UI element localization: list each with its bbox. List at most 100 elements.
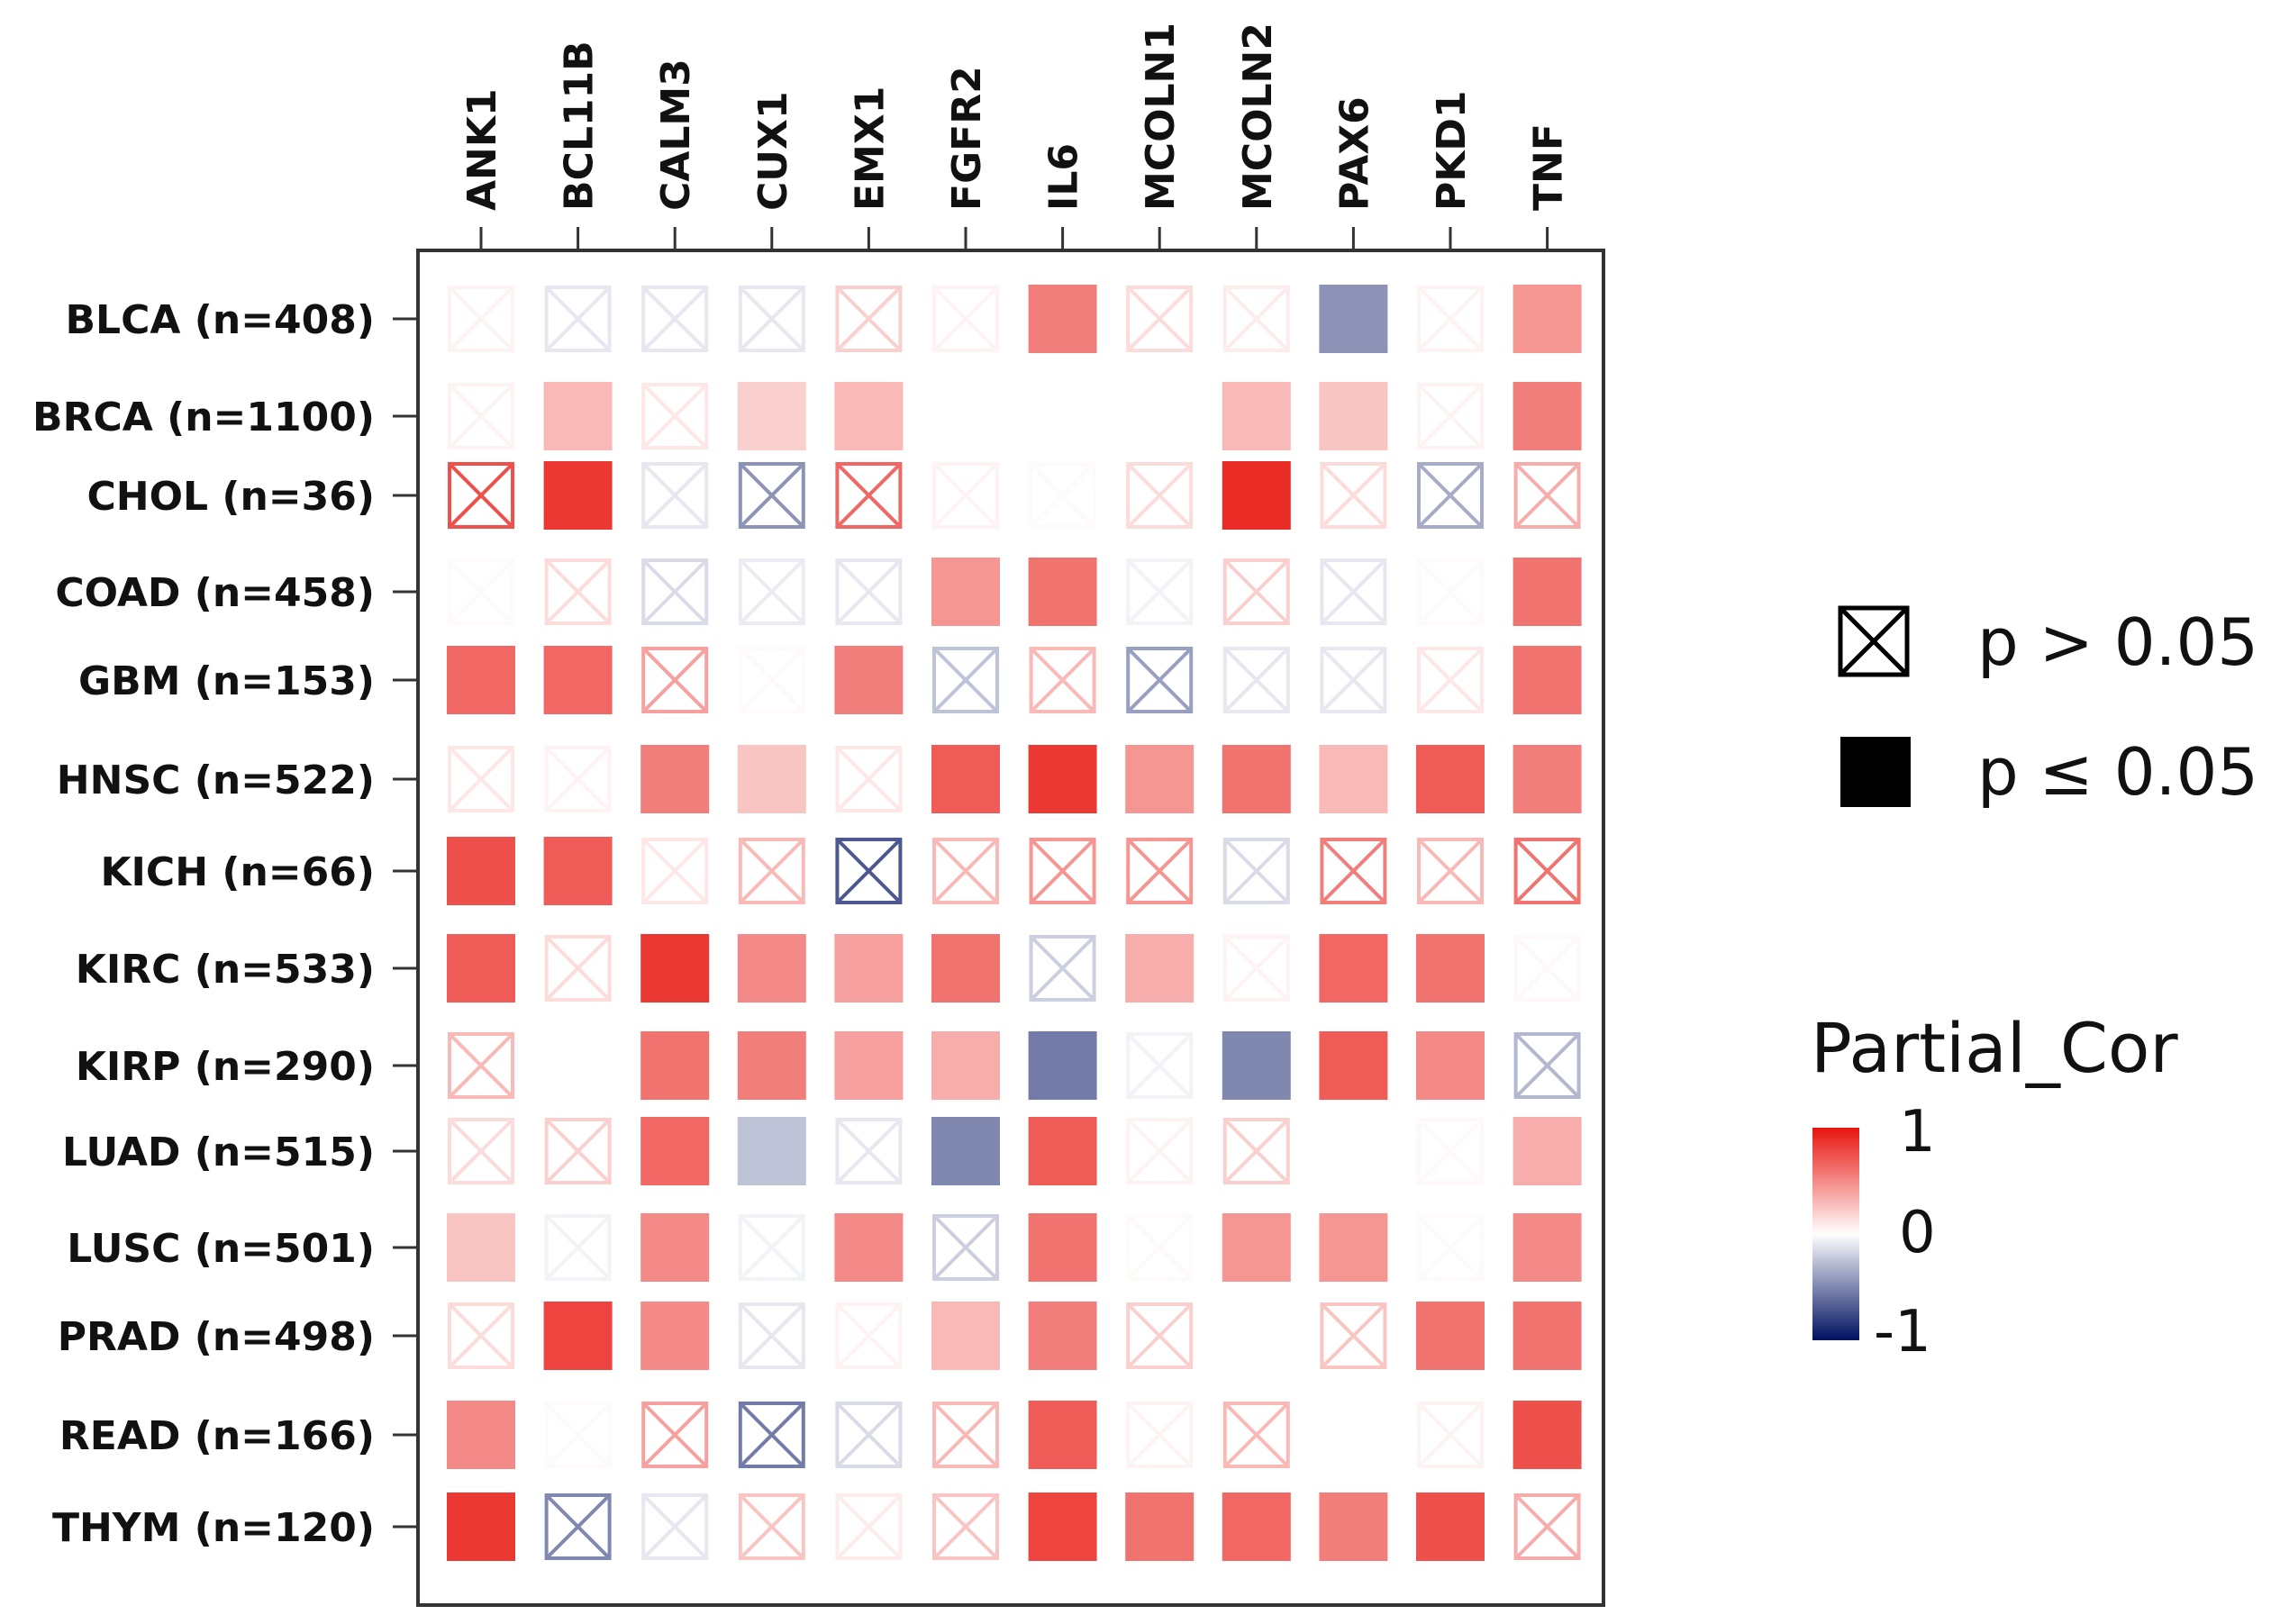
heatmap-cell bbox=[834, 646, 904, 714]
column-label: FGFR2 bbox=[944, 66, 990, 211]
heatmap-cell-ns bbox=[1222, 1402, 1290, 1468]
heatmap-cell bbox=[1028, 1302, 1097, 1370]
heatmap-cell bbox=[543, 646, 613, 714]
row-label: BRCA (n=1100) bbox=[32, 395, 375, 440]
heatmap-cell bbox=[1319, 1031, 1388, 1100]
heatmap-cell bbox=[1125, 745, 1195, 813]
column-label: CALM3 bbox=[653, 59, 699, 211]
heatmap-cell-ns bbox=[544, 1214, 612, 1281]
heatmap-cell-ns bbox=[1320, 647, 1387, 713]
heatmap-cell bbox=[834, 934, 904, 1003]
heatmap-cell-ns bbox=[1126, 558, 1194, 625]
heatmap-cell-ns bbox=[641, 647, 709, 713]
heatmap-cell-ns bbox=[1029, 647, 1096, 713]
heatmap-cell-ns bbox=[835, 1493, 903, 1560]
heatmap-cell-ns bbox=[448, 1118, 514, 1184]
heatmap-cell-ns bbox=[1513, 1493, 1581, 1560]
heatmap-cell-ns bbox=[738, 286, 805, 352]
heatmap-cell-ns bbox=[932, 1402, 999, 1468]
ns-legend-key bbox=[1838, 605, 1910, 677]
heatmap-cell bbox=[1125, 1492, 1195, 1561]
heatmap-cell-ns bbox=[1029, 838, 1096, 904]
heatmap-cell-ns bbox=[738, 1402, 805, 1468]
heatmap-cell-ns bbox=[738, 1302, 805, 1369]
heatmap-cell bbox=[931, 745, 1000, 813]
color-scale-title: Partial_Cor bbox=[1811, 1008, 2178, 1088]
heatmap-cell-ns bbox=[1126, 647, 1194, 713]
heatmap-cell-ns bbox=[448, 462, 514, 529]
heatmap-cell bbox=[1319, 285, 1388, 353]
column-label: MCOLN1 bbox=[1138, 23, 1184, 211]
heatmap-cell-ns bbox=[1222, 1118, 1290, 1184]
heatmap-cell-ns bbox=[835, 1118, 903, 1184]
column-label: CUX1 bbox=[750, 91, 796, 211]
heatmap-cell bbox=[640, 1031, 710, 1100]
row-label: PRAD (n=498) bbox=[58, 1314, 375, 1360]
heatmap-cell bbox=[834, 382, 904, 450]
heatmap-cell-ns bbox=[544, 558, 612, 625]
heatmap-cell bbox=[1512, 646, 1582, 714]
heatmap-cell-ns bbox=[641, 1493, 709, 1560]
heatmap-cell-ns bbox=[1029, 462, 1096, 529]
heatmap-cell bbox=[931, 1302, 1000, 1370]
row-label: BLCA (n=408) bbox=[66, 297, 376, 343]
heatmap-cell-ns bbox=[641, 383, 709, 449]
heatmap-cell bbox=[447, 1213, 515, 1282]
heatmap-cell bbox=[1028, 1492, 1097, 1561]
heatmap-cell bbox=[1319, 1401, 1388, 1469]
heatmap-cell-ns bbox=[1417, 558, 1484, 625]
heatmap-cell bbox=[1512, 1302, 1582, 1370]
heatmap-cell-ns bbox=[1513, 462, 1581, 529]
heatmap-cell-ns bbox=[544, 1118, 612, 1184]
heatmap-cell-ns bbox=[932, 1214, 999, 1281]
column-label: MCOLN2 bbox=[1235, 23, 1281, 211]
heatmap-cell-ns bbox=[738, 462, 805, 529]
heatmap-cell-ns bbox=[544, 286, 612, 352]
heatmap-cell bbox=[543, 1031, 613, 1100]
heatmap-cell bbox=[1222, 1031, 1291, 1100]
heatmap-cell-ns bbox=[1222, 286, 1290, 352]
heatmap-cell-ns bbox=[1320, 1302, 1387, 1369]
heatmap-cell-ns bbox=[932, 1493, 999, 1560]
heatmap-cell bbox=[640, 1302, 710, 1370]
row-label: READ (n=166) bbox=[59, 1413, 375, 1459]
heatmap-cell bbox=[1512, 1213, 1582, 1282]
heatmap-cell-ns bbox=[1126, 1402, 1194, 1468]
heatmap-cell bbox=[1222, 461, 1291, 530]
heatmap-cell bbox=[1222, 382, 1291, 450]
heatmap-cell bbox=[1416, 745, 1485, 813]
heatmap-cell bbox=[1416, 1492, 1485, 1561]
heatmap-cell-ns bbox=[448, 286, 514, 352]
row-label: CHOL (n=36) bbox=[86, 474, 375, 520]
heatmap-cell bbox=[1319, 1492, 1388, 1561]
row-label: GBM (n=153) bbox=[78, 658, 375, 704]
heatmap-cell-ns bbox=[835, 462, 903, 529]
heatmap-cells bbox=[447, 285, 1582, 1561]
heatmap-cell bbox=[1319, 382, 1388, 450]
heatmap-cell bbox=[1512, 285, 1582, 353]
sig-legend-key bbox=[1840, 737, 1911, 807]
heatmap-cell-ns bbox=[738, 1493, 805, 1560]
heatmap-cell-ns bbox=[1222, 647, 1290, 713]
heatmap-cell-ns bbox=[1417, 647, 1484, 713]
heatmap-cell-ns bbox=[1417, 1214, 1484, 1281]
column-label: BCL11B bbox=[557, 41, 603, 211]
heatmap-cell-ns bbox=[738, 1214, 805, 1281]
heatmap-cell-ns bbox=[835, 1302, 903, 1369]
row-labels: BLCA (n=408) BRCA (n=1100) CHOL (n=36) COAD… bbox=[32, 297, 418, 1551]
heatmap-cell-ns bbox=[1126, 1214, 1194, 1281]
heatmap-cell-ns bbox=[1513, 838, 1581, 904]
heatmap-cell bbox=[447, 1492, 515, 1561]
heatmap-cell bbox=[543, 837, 613, 905]
heatmap-cell bbox=[1222, 1302, 1291, 1370]
row-label: KIRP (n=290) bbox=[76, 1044, 375, 1090]
heatmap-cell-ns bbox=[641, 1402, 709, 1468]
heatmap-cell bbox=[1125, 934, 1195, 1003]
heatmap-cell bbox=[737, 745, 806, 813]
heatmap-cell-ns bbox=[641, 558, 709, 625]
heatmap-cell bbox=[737, 934, 806, 1003]
heatmap-cell bbox=[1319, 1213, 1388, 1282]
heatmap-cell-ns bbox=[932, 647, 999, 713]
heatmap-cell bbox=[1416, 1302, 1485, 1370]
